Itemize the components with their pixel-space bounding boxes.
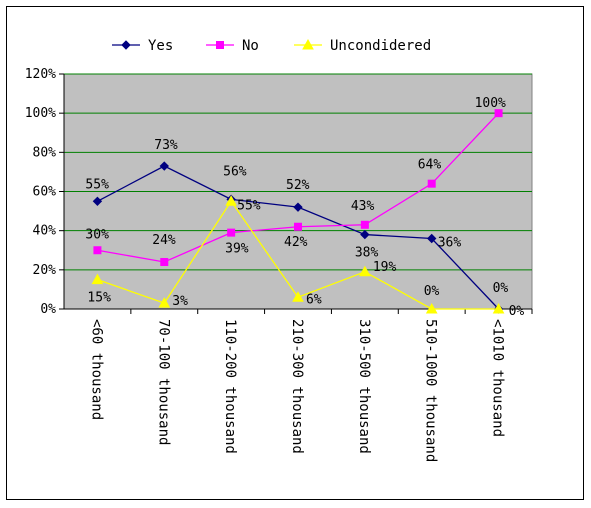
marker-triangle — [91, 273, 104, 285]
marker-diamond — [360, 229, 370, 240]
marker-square — [160, 258, 169, 266]
marker-diamond — [159, 161, 169, 171]
marker-square — [427, 179, 436, 188]
data-label: 52% — [286, 178, 310, 193]
legend-label: No — [242, 38, 259, 54]
marker-diamond — [121, 40, 131, 50]
data-label: 0% — [493, 281, 509, 296]
data-label: 64% — [418, 158, 442, 173]
data-label: 55% — [237, 198, 261, 213]
y-tick-label: 60% — [33, 185, 57, 200]
data-label: 43% — [351, 199, 375, 214]
marker-square — [360, 220, 369, 229]
data-label: 55% — [85, 177, 109, 192]
marker-triangle — [158, 297, 171, 308]
legend-label: Uncondidered — [330, 38, 431, 54]
marker-square — [216, 41, 224, 49]
data-label: 100% — [475, 96, 506, 111]
y-tick-label: 80% — [33, 145, 57, 160]
y-tick-label: 100% — [25, 106, 56, 121]
data-label: 73% — [154, 138, 178, 153]
x-tick-label: <60 thousand — [88, 319, 104, 420]
data-label: 38% — [355, 246, 379, 261]
legend: Yes No Uncondidered — [112, 38, 431, 54]
marker-diamond — [92, 196, 103, 206]
y-tick-label: 40% — [33, 224, 57, 239]
data-label: 39% — [225, 242, 249, 257]
data-label: 0% — [424, 284, 440, 299]
data-label: 56% — [223, 164, 247, 179]
x-tick-label: 210-300 thousand — [289, 319, 305, 454]
marker-diamond — [427, 233, 437, 244]
marker-square — [294, 222, 302, 231]
data-label: 24% — [152, 233, 176, 248]
marker-square — [227, 228, 236, 237]
series-layer — [91, 109, 505, 314]
y-tick-label: 20% — [33, 263, 57, 278]
data-labels: 55% 73% 56% 52% 38% 36% 0% 30% 24% 39% 42% 43% 64% 10… — [85, 96, 524, 319]
x-tick-label: 110-200 thousand — [222, 319, 238, 454]
legend-label: Yes — [148, 38, 173, 54]
plot-area — [63, 73, 533, 310]
x-tick-label: 70-100 thousand — [155, 319, 171, 445]
data-label: 3% — [172, 294, 188, 309]
marker-triangle — [425, 302, 438, 314]
marker-square — [93, 246, 102, 255]
y-tick-label: 120% — [25, 67, 56, 82]
x-tick-label: 510-1000 thousand — [423, 319, 439, 462]
marker-triangle — [492, 302, 505, 314]
marker-triangle — [292, 291, 304, 302]
data-label: 42% — [284, 235, 308, 250]
data-label: 36% — [438, 236, 462, 251]
data-label: 0% — [509, 304, 525, 319]
marker-triangle — [225, 195, 237, 206]
marker-square — [494, 109, 503, 118]
marker-triangle — [359, 265, 371, 277]
data-label: 30% — [85, 227, 109, 242]
x-tick-label: <1010 thousand — [490, 319, 506, 437]
y-tick-label: 0% — [40, 302, 56, 317]
data-label: 19% — [373, 260, 397, 275]
x-tick-label: 310-500 thousand — [356, 319, 372, 454]
marker-diamond — [293, 202, 303, 212]
data-label: 15% — [87, 291, 111, 306]
marker-triangle — [302, 38, 314, 50]
data-label: 6% — [306, 292, 322, 307]
axes: 0% 20% 40% 60% 80% 100% 120% <60 thousand 70-100… — [25, 67, 533, 462]
